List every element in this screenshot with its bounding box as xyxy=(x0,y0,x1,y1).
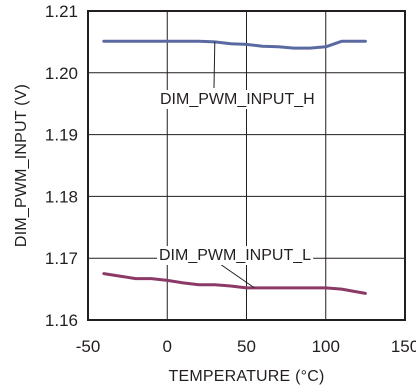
y-tick-label: 1.20 xyxy=(45,64,78,83)
y-axis-label: DIM_PWM_INPUT (V) xyxy=(13,84,30,247)
series-annotation-0: DIM_PWM_INPUT_H xyxy=(160,91,315,108)
tick-labels: -50 0 50 100 150 1.16 1.17 1.18 1.19 1.20 1.21 xyxy=(45,2,416,356)
plot-frame xyxy=(87,10,406,321)
annotation-leader-0 xyxy=(213,41,216,89)
y-tick-label: 1.21 xyxy=(45,2,78,21)
series-line-1 xyxy=(102,272,367,295)
y-tick-label: 1.16 xyxy=(45,311,78,330)
x-tick-label: 150 xyxy=(391,337,416,356)
x-tick-label: -50 xyxy=(76,337,101,356)
annotation-background xyxy=(158,90,317,109)
annotation-background xyxy=(157,246,314,265)
y-tick-label: 1.18 xyxy=(45,187,78,206)
annotation-leader-1 xyxy=(219,263,255,289)
grid xyxy=(88,11,405,320)
series-layer xyxy=(102,39,367,295)
x-axis-label: TEMPERATURE (°C) xyxy=(169,368,325,385)
x-tick-label: 0 xyxy=(163,337,172,356)
x-tick-label: 100 xyxy=(312,337,340,356)
series-annotation-1: DIM_PWM_INPUT_L xyxy=(159,247,311,264)
series-line-0 xyxy=(102,39,367,50)
y-tick-label: 1.19 xyxy=(45,126,78,145)
y-tick-label: 1.17 xyxy=(45,249,78,268)
annotation-layer: DIM_PWM_INPUT_H DIM_PWM_INPUT_L xyxy=(157,41,317,289)
x-tick-label: 50 xyxy=(237,337,256,356)
